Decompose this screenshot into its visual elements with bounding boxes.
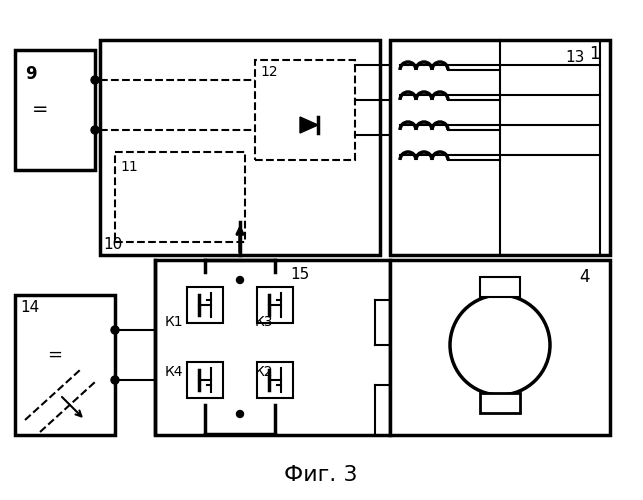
Bar <box>115 152 245 242</box>
Text: 10: 10 <box>103 237 122 252</box>
Circle shape <box>91 126 99 134</box>
Text: 15: 15 <box>290 267 309 282</box>
Text: 9: 9 <box>25 65 37 83</box>
Bar <box>187 362 223 398</box>
Bar <box>15 50 95 170</box>
Circle shape <box>111 326 119 334</box>
Bar <box>100 40 380 255</box>
Bar <box>15 295 115 435</box>
Text: К1: К1 <box>165 315 184 329</box>
Text: 14: 14 <box>20 300 39 315</box>
Text: 1: 1 <box>590 45 600 63</box>
Bar <box>155 260 390 435</box>
Circle shape <box>237 276 244 283</box>
Text: 11: 11 <box>120 160 138 174</box>
Bar <box>257 362 293 398</box>
Bar <box>480 393 520 413</box>
Circle shape <box>237 410 244 418</box>
Bar <box>255 60 355 160</box>
Text: =: = <box>32 100 48 119</box>
Polygon shape <box>300 117 318 133</box>
Text: Фиг. 3: Фиг. 3 <box>284 465 358 485</box>
Bar <box>390 260 610 435</box>
Text: 4: 4 <box>579 268 590 286</box>
Text: К4: К4 <box>165 365 183 379</box>
Text: =: = <box>48 346 62 364</box>
Circle shape <box>111 376 119 384</box>
Circle shape <box>91 76 99 84</box>
Bar <box>187 287 223 323</box>
Text: 13: 13 <box>565 50 584 65</box>
Bar <box>390 40 610 255</box>
Bar <box>480 277 520 297</box>
Text: К2: К2 <box>255 365 273 379</box>
Bar <box>257 287 293 323</box>
Text: К3: К3 <box>255 315 273 329</box>
Text: 12: 12 <box>260 65 278 79</box>
